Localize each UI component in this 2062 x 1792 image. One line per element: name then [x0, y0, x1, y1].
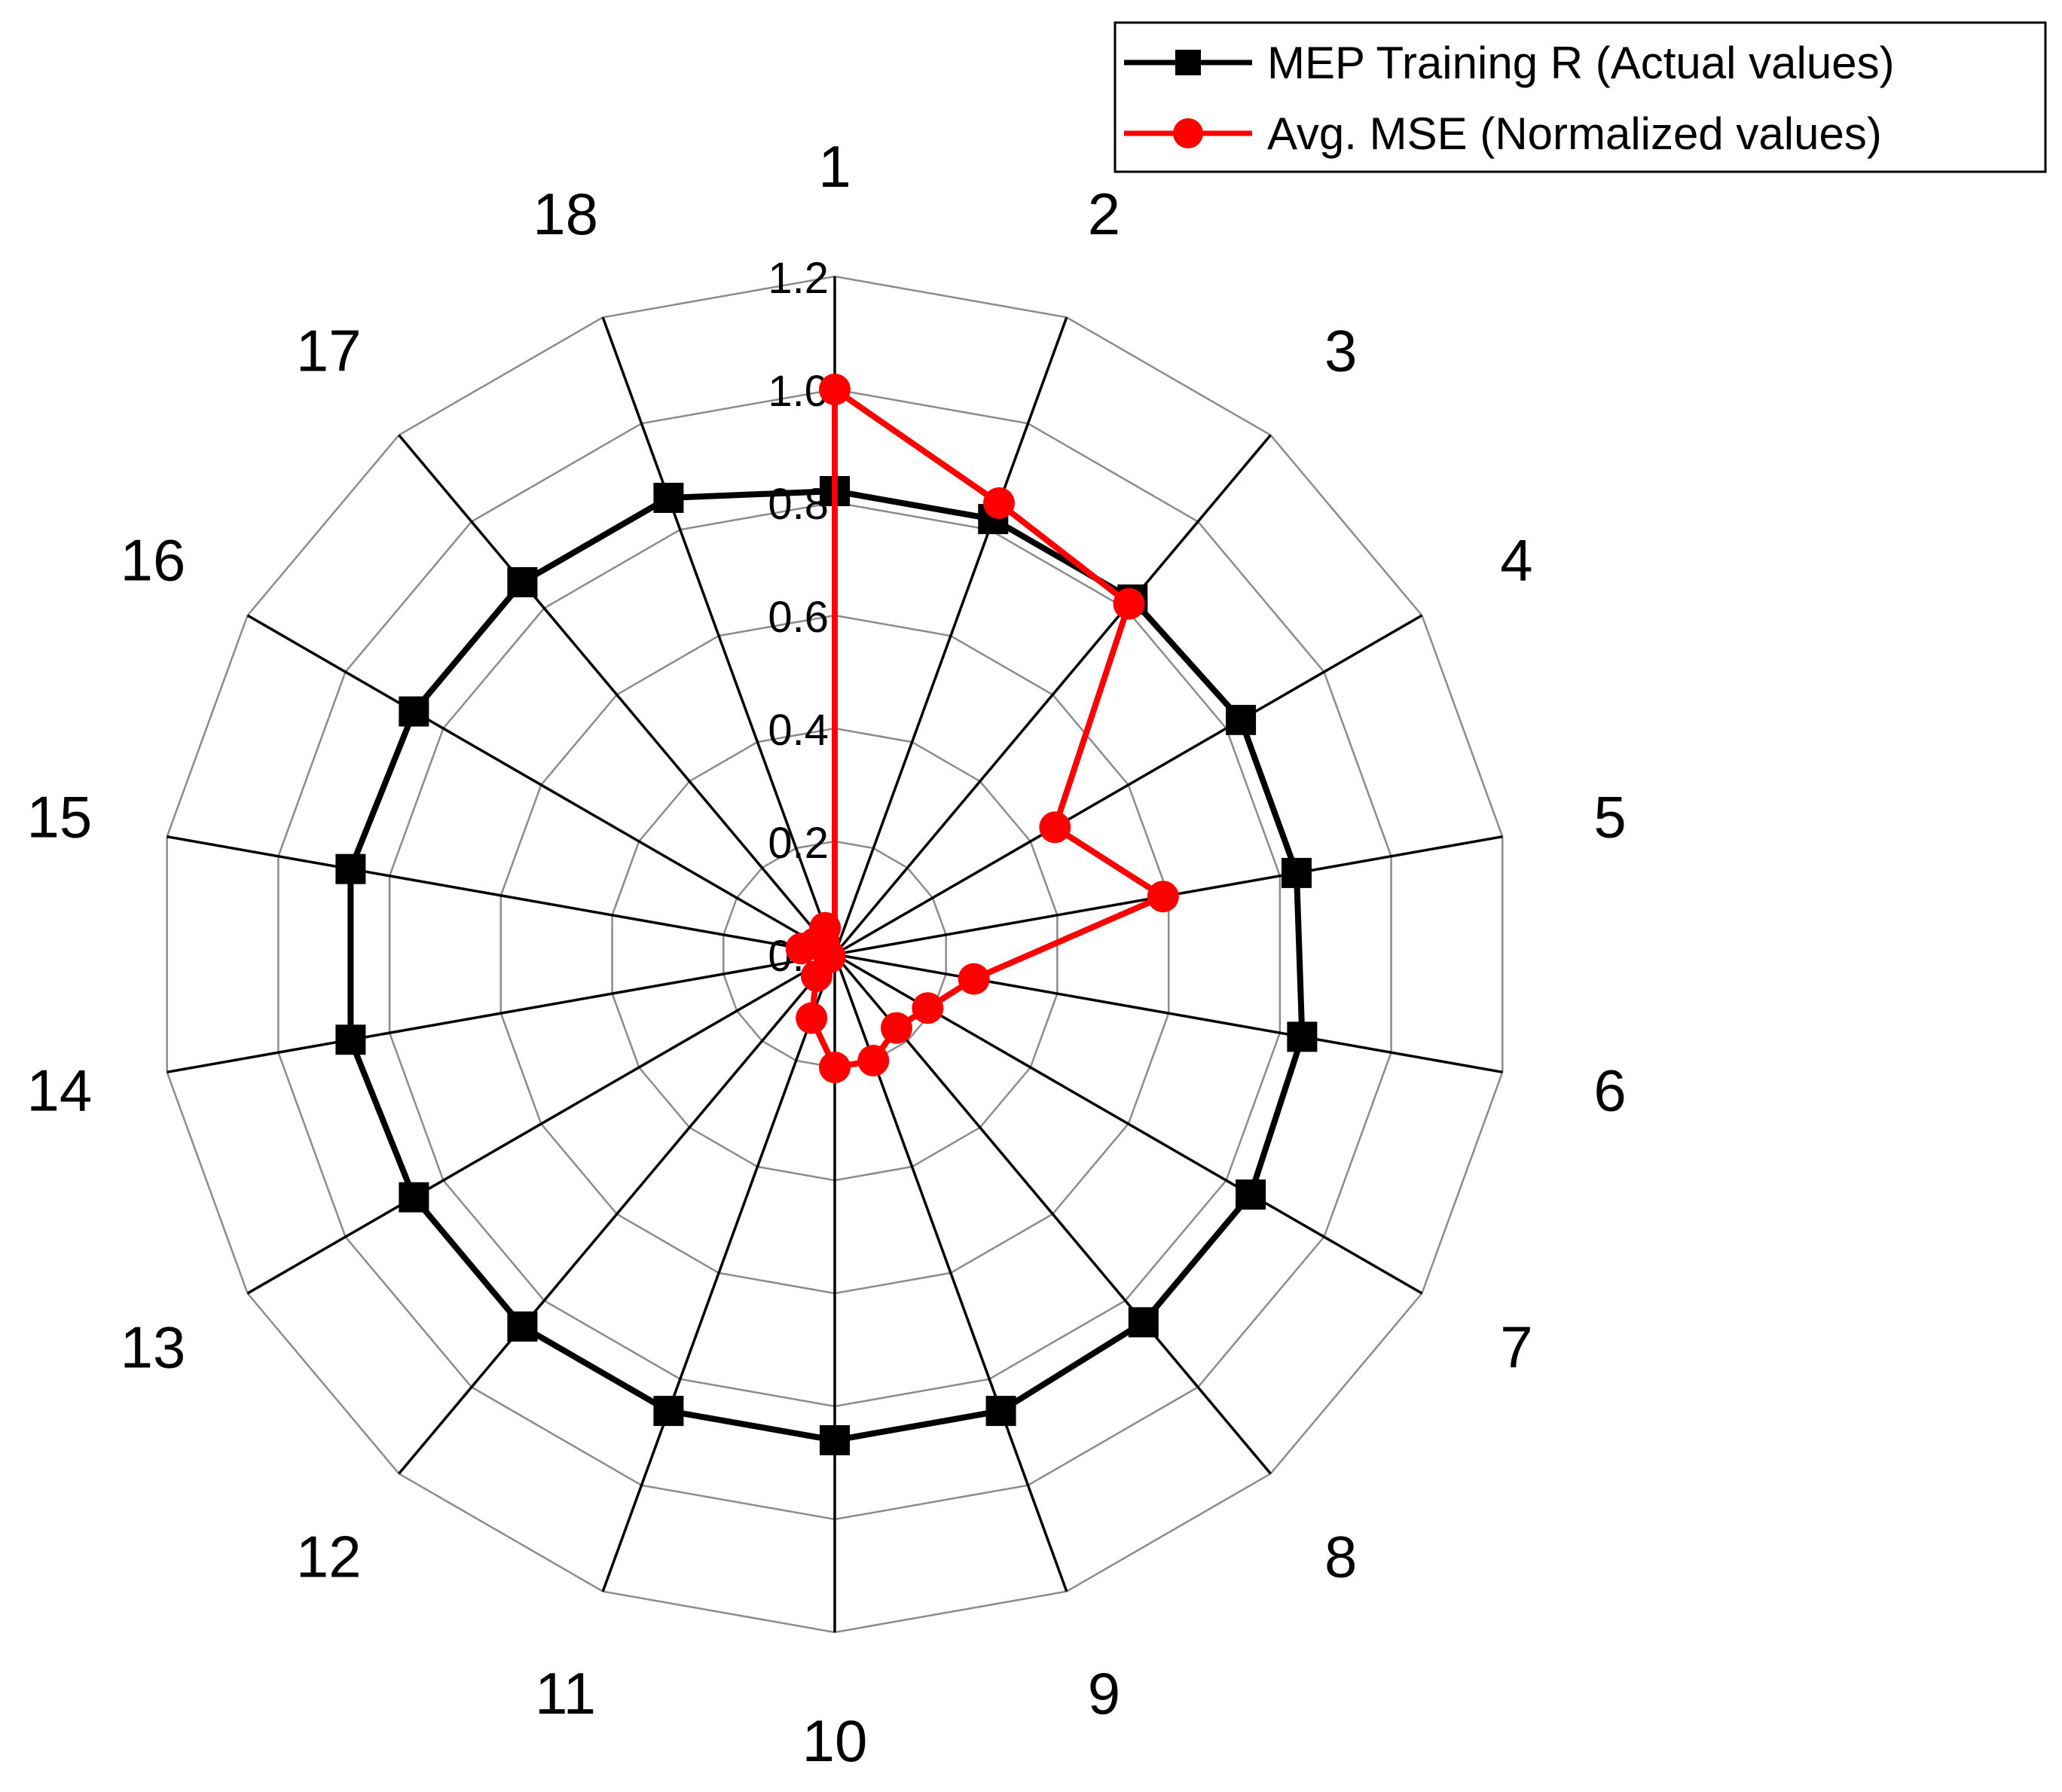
legend: MEP Training R (Actual values) Avg. MSE … [1113, 21, 2047, 173]
axis-spoke [833, 434, 1272, 956]
axis-spoke [166, 835, 835, 956]
axis-spoke [166, 953, 835, 1074]
legend-entry-avg-mse: Avg. MSE (Normalized values) [1124, 108, 1882, 159]
category-label: 1 [818, 133, 851, 200]
data-point-square [653, 482, 684, 513]
category-label: 3 [1324, 318, 1357, 384]
data-point-square [335, 853, 366, 884]
legend-marker-square-icon [1175, 50, 1201, 75]
category-label: 18 [533, 181, 598, 247]
legend-entry-mep-training: MEP Training R (Actual values) [1124, 38, 1895, 88]
legend-marker-circle-icon [1173, 118, 1203, 148]
category-label: 15 [27, 784, 93, 850]
axis-spoke [601, 316, 836, 955]
data-point-circle [819, 1052, 851, 1083]
axis-spoke [834, 953, 1503, 1074]
radial-tick-label: 0.6 [768, 593, 829, 642]
axis-spoke [834, 614, 1423, 956]
category-label: 13 [121, 1314, 186, 1381]
data-point-circle [1147, 881, 1179, 913]
axis-spoke [833, 316, 1068, 955]
data-point-square [1281, 857, 1312, 888]
series-1 [785, 374, 1179, 1083]
data-point-square [1236, 1179, 1266, 1210]
data-point-square [399, 696, 429, 727]
axis-spoke [833, 953, 1272, 1475]
axis-spoke [398, 953, 836, 1475]
data-point-circle [857, 1045, 890, 1076]
data-point-circle [1113, 588, 1145, 620]
data-point-circle [796, 1002, 828, 1034]
data-point-square [985, 1396, 1016, 1427]
data-point-circle [958, 963, 990, 995]
data-point-circle [1039, 811, 1071, 844]
category-label: 17 [296, 318, 362, 384]
category-label: 2 [1088, 181, 1120, 247]
series-0 [335, 476, 1318, 1455]
data-point-square [507, 566, 538, 597]
legend-label-mep-training: MEP Training R (Actual values) [1267, 38, 1895, 88]
data-point-square [399, 1182, 429, 1213]
data-point-square [1287, 1021, 1318, 1052]
axis-spokes [166, 276, 1503, 1632]
category-label: 11 [535, 1660, 596, 1726]
category-label: 5 [1593, 784, 1626, 850]
legend-label-avg-mse: Avg. MSE (Normalized values) [1267, 108, 1882, 159]
category-label: 6 [1593, 1058, 1626, 1124]
category-label: 7 [1500, 1314, 1532, 1381]
category-label: 16 [121, 527, 186, 594]
category-label: 10 [802, 1708, 868, 1774]
radial-tick-label: 1.2 [768, 254, 829, 303]
axis-spoke [601, 954, 836, 1592]
data-point-circle [912, 992, 944, 1024]
data-point-circle [881, 1012, 912, 1044]
category-label: 8 [1324, 1524, 1357, 1590]
radial-tick-label: 0.2 [768, 819, 829, 868]
data-point-square [1128, 1307, 1159, 1338]
legend-frame [1113, 21, 2047, 173]
radial-tick-labels: 0.00.20.40.60.81.01.2 [768, 254, 829, 981]
radial-tick-label: 0.4 [768, 706, 829, 755]
category-label: 4 [1500, 527, 1532, 594]
category-label: 14 [27, 1058, 93, 1124]
category-label: 12 [296, 1524, 362, 1590]
radial-tick-label: 0.8 [768, 480, 829, 529]
radial-tick-label: 1.0 [768, 367, 829, 416]
data-point-circle [809, 911, 842, 944]
data-point-square [820, 1425, 850, 1455]
data-point-square [335, 1024, 366, 1055]
category-label: 9 [1088, 1660, 1120, 1726]
series-layer [335, 374, 1318, 1455]
data-point-circle [983, 487, 1015, 519]
data-point-square [507, 1311, 538, 1342]
axis-spoke [246, 614, 835, 956]
axis-spoke [398, 434, 836, 956]
data-point-square [1226, 704, 1257, 735]
axis-spoke [246, 953, 835, 1295]
data-point-square [653, 1396, 684, 1427]
data-point-circle [819, 374, 851, 405]
